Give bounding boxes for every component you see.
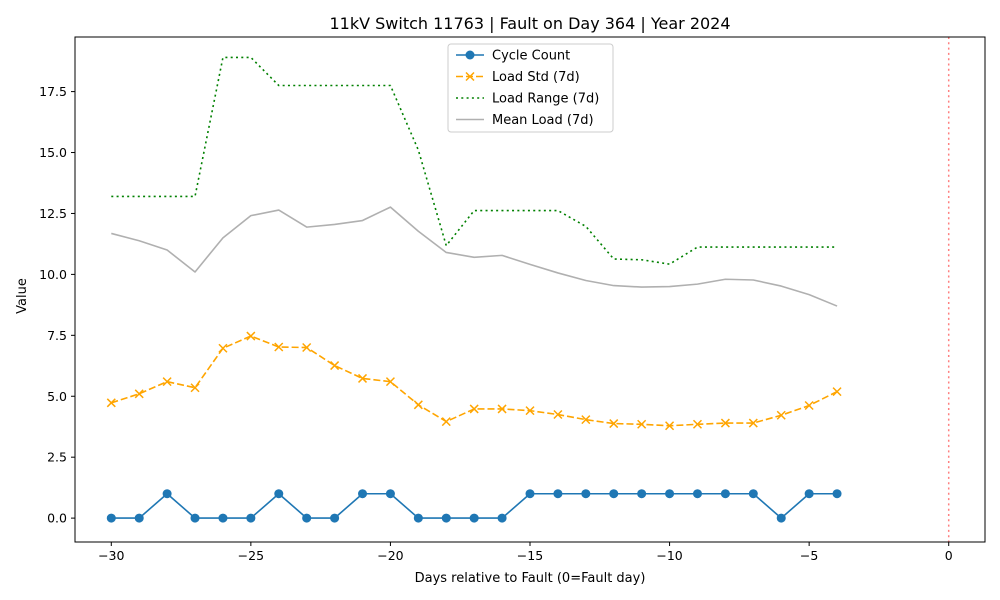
data-point — [665, 421, 675, 431]
data-point — [637, 489, 647, 499]
data-point — [413, 400, 423, 410]
series-load-range-7d — [111, 56, 838, 265]
series-mean-load-7d — [111, 206, 838, 307]
data-point — [581, 415, 591, 425]
y-tick-label: 17.5 — [39, 84, 67, 99]
legend-label: Cycle Count — [492, 49, 570, 64]
series-line — [111, 206, 838, 307]
y-tick-label: 10.0 — [39, 267, 67, 282]
data-point — [413, 513, 423, 523]
data-point — [692, 489, 702, 499]
data-point — [358, 489, 368, 499]
data-point — [330, 361, 340, 371]
data-point — [246, 513, 256, 523]
x-tick-label: −25 — [238, 548, 264, 563]
data-point — [832, 489, 842, 499]
y-axis-label: Value — [15, 278, 30, 314]
x-tick-label: −10 — [656, 548, 682, 563]
data-point — [134, 389, 144, 399]
data-point — [469, 513, 479, 523]
data-point — [497, 513, 507, 523]
data-point — [106, 398, 116, 408]
x-tick-label: −5 — [800, 548, 818, 563]
data-point — [776, 410, 786, 420]
legend: Cycle Count Load Std (7d) Load Range (7d) M… — [447, 43, 614, 133]
x-tick-label: −20 — [377, 548, 403, 563]
data-point — [190, 383, 200, 393]
data-point — [497, 404, 507, 414]
data-point — [190, 513, 200, 523]
data-point — [441, 513, 451, 523]
data-point — [274, 342, 284, 352]
legend-item-mean-load-7d: Mean Load (7d) — [456, 113, 594, 128]
y-tick-label: 0.0 — [47, 511, 67, 526]
legend-marker — [465, 71, 475, 82]
series-cycle-count — [106, 489, 842, 523]
x-tick-label: −15 — [517, 548, 543, 563]
data-point — [804, 489, 814, 499]
x-tick-label: −30 — [98, 548, 124, 563]
data-point — [385, 489, 395, 499]
data-point — [748, 489, 758, 499]
data-point — [776, 513, 786, 523]
legend-label: Mean Load (7d) — [492, 113, 594, 128]
data-point — [218, 513, 228, 523]
series-line — [111, 56, 838, 265]
legend-label: Load Range (7d) — [492, 92, 599, 107]
legend-item-load-std-7d: Load Std (7d) — [456, 70, 580, 85]
data-point — [525, 406, 535, 416]
legend-box — [447, 43, 614, 133]
data-point — [274, 489, 284, 499]
y-axis-ticks: 0.0 2.5 5.0 7.5 10.0 12.5 15.0 17.5 — [39, 84, 75, 526]
data-point — [804, 400, 814, 411]
data-point — [106, 513, 116, 523]
data-point — [553, 489, 563, 499]
data-point — [832, 387, 842, 397]
data-point — [748, 418, 758, 428]
y-tick-label: 2.5 — [47, 450, 67, 465]
legend-marker — [465, 50, 475, 60]
data-point — [525, 489, 535, 499]
x-axis-label: Days relative to Fault (0=Fault day) — [415, 571, 646, 586]
data-point — [162, 489, 172, 499]
series-line — [111, 335, 838, 427]
data-point — [581, 489, 591, 499]
legend-label: Load Std (7d) — [492, 70, 580, 85]
x-tick-label: 0 — [945, 548, 953, 563]
data-point — [609, 419, 619, 429]
data-point — [162, 377, 172, 387]
data-point — [609, 489, 619, 499]
series-layer — [106, 56, 842, 523]
data-point — [385, 377, 395, 387]
series-load-std-7d — [106, 331, 842, 431]
data-point — [302, 513, 312, 523]
chart-title: 11kV Switch 11763 | Fault on Day 364 | Y… — [329, 14, 730, 33]
y-tick-label: 15.0 — [39, 145, 67, 160]
y-tick-label: 5.0 — [47, 389, 67, 404]
data-point — [302, 342, 312, 353]
data-point — [720, 489, 730, 499]
data-point — [637, 419, 647, 429]
data-point — [665, 489, 675, 499]
data-point — [134, 513, 144, 523]
data-point — [692, 419, 703, 429]
y-tick-label: 7.5 — [47, 328, 67, 343]
data-point — [357, 373, 368, 383]
data-point — [720, 418, 730, 428]
legend-item-load-range-7d: Load Range (7d) — [456, 92, 599, 107]
x-axis-ticks: −30 −25 −20 −15 −10 −5 0 — [98, 542, 953, 563]
data-point — [441, 417, 451, 427]
legend-item-cycle-count: Cycle Count — [456, 49, 570, 64]
y-tick-label: 12.5 — [39, 206, 67, 221]
data-point — [553, 410, 563, 420]
data-point — [246, 331, 256, 341]
data-point — [469, 404, 479, 414]
data-point — [330, 513, 340, 523]
data-point — [218, 343, 228, 353]
